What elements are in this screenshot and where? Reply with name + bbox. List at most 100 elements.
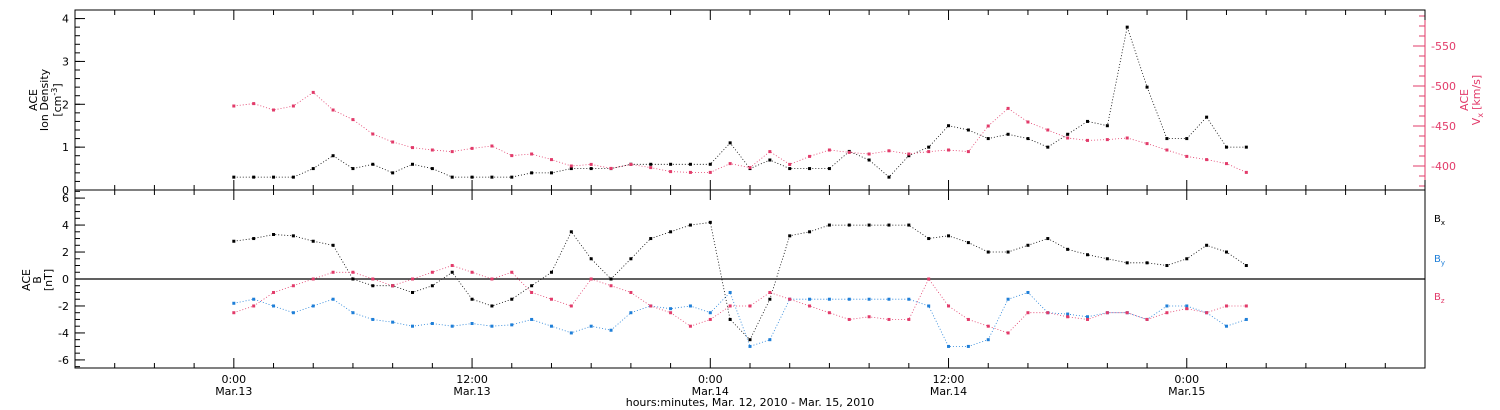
- ion-density-point: [1066, 132, 1070, 136]
- bx-point: [530, 284, 534, 288]
- velocity-vx-point: [272, 108, 276, 112]
- bz-point: [966, 317, 970, 321]
- ion-density-point: [1026, 137, 1030, 141]
- ion-density-point: [1105, 124, 1109, 128]
- density-tick-label: 4: [62, 13, 69, 26]
- bx-point: [847, 223, 851, 227]
- velocity-vx-point: [1086, 138, 1089, 142]
- velocity-vx-point: [371, 132, 375, 136]
- by-point: [629, 311, 633, 315]
- bfield-tick-label: 4: [62, 219, 69, 232]
- ion-density-point: [1244, 145, 1248, 149]
- density-tick-label: 1: [62, 141, 69, 154]
- velocity-vx-point: [510, 154, 514, 158]
- velocity-axis-label: ACE Vx[km/s]: [1458, 75, 1485, 125]
- bz-point: [1125, 311, 1129, 315]
- x-tick-time: 0:00: [221, 373, 246, 386]
- ion-density-point: [649, 162, 653, 166]
- bfield-axis-label: ACE B [nT]: [20, 269, 55, 291]
- velocity-label-line2: Vx[km/s]: [1470, 75, 1485, 125]
- by-point: [669, 307, 673, 311]
- ion-density-point: [1006, 132, 1010, 136]
- velocity-vx-point: [430, 148, 434, 152]
- x-tick-time: 12:00: [933, 373, 965, 386]
- velocity-vx-point: [1165, 148, 1169, 152]
- bz-point: [430, 270, 434, 274]
- velocity-tick-label: -500: [1431, 80, 1456, 93]
- bz-trace: [233, 265, 1247, 334]
- ion-density-point: [927, 145, 931, 149]
- x-axis-title: hours:minutes, Mar. 12, 2010 - Mar. 15, …: [626, 396, 875, 409]
- bz-point: [986, 324, 990, 328]
- bz-point: [391, 284, 395, 288]
- velocity-vx-point: [1185, 154, 1189, 158]
- bz-point: [947, 304, 951, 308]
- velocity-vx-point: [311, 90, 315, 94]
- by-point: [430, 322, 434, 325]
- bz-point: [1066, 315, 1070, 319]
- bz-point: [927, 277, 931, 281]
- top-left-axis: 0 1 2 3 4: [62, 13, 85, 197]
- legend-bx: Bx: [1434, 214, 1445, 227]
- bx-point: [1066, 247, 1070, 251]
- by-point: [311, 304, 315, 308]
- bottom-left-axis: 6 4 2 0 -2 -4 -6: [58, 190, 85, 368]
- by-point: [351, 311, 355, 315]
- ion-density-point: [391, 171, 395, 175]
- by-point: [272, 304, 276, 308]
- bz-point: [510, 270, 514, 274]
- ion-density-point: [530, 171, 534, 175]
- top-panel-series: [232, 25, 1248, 179]
- by-point: [847, 297, 851, 301]
- by-point: [391, 320, 395, 324]
- bz-point: [1205, 311, 1209, 315]
- ion-density-point: [708, 162, 712, 166]
- bx-point: [589, 257, 593, 261]
- by-point: [927, 304, 931, 308]
- by-point: [371, 317, 375, 321]
- bx-point: [569, 230, 573, 234]
- bz-point: [1224, 304, 1228, 308]
- velocity-vx-point: [391, 140, 395, 144]
- ion-density-point: [966, 128, 970, 132]
- by-point: [748, 344, 752, 348]
- x-tick-time: 0:00: [698, 373, 723, 386]
- velocity-vx-point: [808, 154, 812, 158]
- bz-point: [1046, 311, 1050, 315]
- velocity-vx-point: [688, 170, 692, 174]
- legend: Bx By Bz: [1434, 214, 1445, 305]
- ion-density-point: [371, 162, 375, 166]
- bx-point: [728, 317, 732, 321]
- ion-density-point: [887, 175, 891, 179]
- ion-density-point: [430, 167, 434, 171]
- by-point: [887, 297, 891, 301]
- legend-bz: Bz: [1434, 292, 1445, 305]
- ion-density-point: [1205, 115, 1209, 119]
- velocity-vx-point: [252, 102, 256, 106]
- by-point: [331, 297, 335, 301]
- velocity-vx-point: [470, 146, 474, 150]
- velocity-vx-point: [788, 162, 792, 166]
- x-tick-date: Mar.14: [930, 385, 967, 398]
- by-point: [490, 324, 494, 328]
- density-unit: [cm-3]: [50, 83, 64, 116]
- bz-point: [847, 317, 851, 321]
- ion-density-point: [788, 167, 792, 171]
- ion-density-point: [470, 175, 474, 179]
- velocity-vx-trace: [233, 91, 1247, 173]
- bx-point: [351, 277, 355, 281]
- by-point: [549, 324, 553, 328]
- velocity-vx-point: [629, 162, 633, 166]
- bfield-label-line1: ACE: [20, 269, 33, 291]
- bz-point: [490, 277, 494, 281]
- by-point: [1185, 304, 1189, 308]
- velocity-vx-point: [1105, 138, 1109, 142]
- bx-point: [669, 230, 673, 234]
- bx-point: [887, 223, 891, 227]
- bz-point: [569, 304, 573, 308]
- bfield-tick-label: 6: [62, 192, 69, 205]
- velocity-tick-label: -550: [1431, 40, 1456, 53]
- velocity-vx-point: [947, 148, 951, 152]
- bz-point: [371, 277, 375, 281]
- bx-point: [510, 297, 514, 301]
